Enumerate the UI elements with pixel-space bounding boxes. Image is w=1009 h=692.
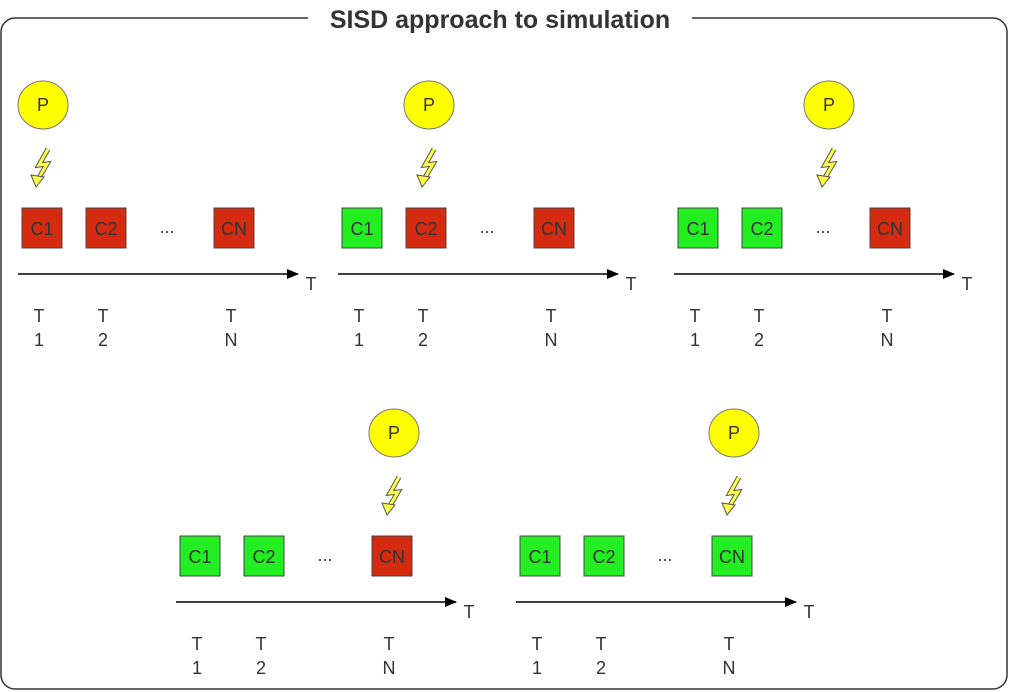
cell-box-c2 (85, 207, 127, 249)
time-label-bottom: N (225, 330, 238, 350)
cell-box-c2 (583, 535, 625, 577)
cell-box-c1 (519, 535, 561, 577)
time-label-top: T (418, 306, 429, 326)
lightning-bolt-tip (816, 174, 831, 188)
cell-label: CN (221, 219, 247, 239)
cell-label: CN (379, 547, 405, 567)
time-label-bottom: 1 (690, 330, 700, 350)
axis-label: T (464, 602, 475, 622)
time-label-bottom: N (723, 658, 736, 678)
ellipsis: ... (317, 545, 332, 565)
processor-label: P (423, 95, 435, 115)
processor-label: P (388, 423, 400, 443)
lightning-bolt-tip (721, 502, 736, 516)
cell-box-cn (533, 207, 575, 249)
cell-box-c2 (405, 207, 447, 249)
ellipsis: ... (159, 217, 174, 237)
lightning-bolt-fill (726, 476, 741, 510)
cell-label: C1 (528, 547, 551, 567)
time-label-bottom: 2 (98, 330, 108, 350)
time-label-top: T (690, 306, 701, 326)
cell-box-cn (869, 207, 911, 249)
lightning-bolt-fill (821, 148, 836, 182)
lightning-bolt-fill (35, 148, 50, 182)
time-label-top: T (754, 306, 765, 326)
time-label-top: T (354, 306, 365, 326)
cell-label: C2 (252, 547, 275, 567)
cell-box-c2 (741, 207, 783, 249)
cell-label: C2 (592, 547, 615, 567)
time-label-top: T (384, 634, 395, 654)
lightning-bolt-fill (421, 148, 436, 182)
time-label-top: T (596, 634, 607, 654)
cell-box-cn (371, 535, 413, 577)
time-label-top: T (546, 306, 557, 326)
time-label-top: T (882, 306, 893, 326)
cell-label: CN (877, 219, 903, 239)
cell-label: C1 (188, 547, 211, 567)
time-label-top: T (724, 634, 735, 654)
processor-label: P (823, 95, 835, 115)
processor-node (403, 80, 455, 130)
processor-label: P (728, 423, 740, 443)
time-label-bottom: N (881, 330, 894, 350)
cell-label: C1 (350, 219, 373, 239)
time-label-top: T (256, 634, 267, 654)
time-label-bottom: 1 (532, 658, 542, 678)
time-label-top: T (98, 306, 109, 326)
title-gap (308, 8, 692, 30)
lightning-bolt-fill (386, 476, 401, 510)
ellipsis: ... (815, 217, 830, 237)
cell-label: C2 (750, 219, 773, 239)
diagram-title: SISD approach to simulation (330, 6, 670, 34)
time-label-bottom: 2 (256, 658, 266, 678)
cell-label: CN (541, 219, 567, 239)
cell-box-c2 (243, 535, 285, 577)
cell-label: C2 (414, 219, 437, 239)
outer-frame (0, 17, 1008, 690)
cell-box-c1 (341, 207, 383, 249)
processor-node (368, 408, 420, 458)
time-label-bottom: 1 (34, 330, 44, 350)
processor-label: P (37, 95, 49, 115)
time-label-bottom: N (545, 330, 558, 350)
processor-node (708, 408, 760, 458)
time-label-bottom: 1 (354, 330, 364, 350)
axis-label: T (962, 274, 973, 294)
cell-box-c1 (21, 207, 63, 249)
processor-node (17, 80, 69, 130)
time-label-bottom: 2 (596, 658, 606, 678)
cell-box-cn (711, 535, 753, 577)
processor-node (803, 80, 855, 130)
time-label-bottom: N (383, 658, 396, 678)
axis-label: T (306, 274, 317, 294)
ellipsis: ... (479, 217, 494, 237)
axis-label: T (804, 602, 815, 622)
time-label-top: T (192, 634, 203, 654)
lightning-bolt-tip (416, 174, 431, 188)
lightning-bolt-tip (30, 174, 45, 188)
cell-box-c1 (677, 207, 719, 249)
time-label-bottom: 2 (418, 330, 428, 350)
lightning-bolt-tip (381, 502, 396, 516)
time-label-top: T (34, 306, 45, 326)
cell-label: C1 (686, 219, 709, 239)
time-label-bottom: 1 (192, 658, 202, 678)
ellipsis: ... (657, 545, 672, 565)
time-label-top: T (226, 306, 237, 326)
cell-label: C1 (30, 219, 53, 239)
cell-label: C2 (94, 219, 117, 239)
cell-box-c1 (179, 535, 221, 577)
time-label-top: T (532, 634, 543, 654)
cell-label: CN (719, 547, 745, 567)
cell-box-cn (213, 207, 255, 249)
time-label-bottom: 2 (754, 330, 764, 350)
axis-label: T (626, 274, 637, 294)
